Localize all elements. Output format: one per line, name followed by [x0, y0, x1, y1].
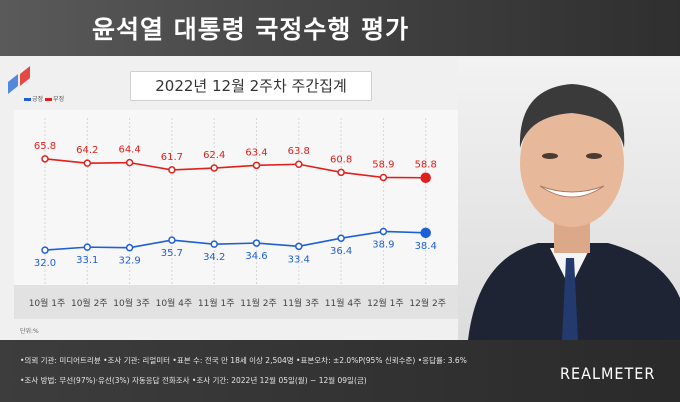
data-label: 38.9 — [372, 239, 394, 250]
data-point — [125, 158, 134, 167]
legend-negative-swatch — [45, 98, 53, 101]
data-point — [379, 173, 388, 182]
series-line-positive — [44, 230, 426, 251]
data-label: 64.2 — [76, 145, 98, 156]
data-point — [252, 161, 261, 170]
x-tick-label: 10월 1주 — [29, 297, 66, 309]
data-point — [337, 234, 345, 242]
x-tick-label: 10월 4주 — [156, 297, 193, 309]
data-label: 34.6 — [245, 251, 267, 262]
data-point — [210, 164, 218, 172]
data-point — [252, 239, 261, 247]
data-point — [168, 166, 176, 174]
legend-negative-label: 부정 — [53, 96, 65, 103]
x-tick-label: 11월 1주 — [198, 297, 235, 309]
flag-emblem — [6, 60, 32, 100]
data-point — [125, 243, 134, 252]
data-label: 63.4 — [245, 147, 267, 158]
series-line-negative — [44, 158, 426, 179]
data-label: 63.8 — [288, 146, 310, 157]
data-label: 33.1 — [76, 255, 98, 266]
data-label: 61.7 — [161, 152, 183, 163]
unit-label: 단위:% — [20, 328, 39, 335]
header-banner: 윤석열 대통령 국정수행 평가 — [0, 0, 680, 56]
data-point — [295, 160, 303, 168]
x-tick-label: 11월 2주 — [240, 297, 277, 309]
data-label: 65.8 — [34, 141, 56, 152]
page-title: 윤석열 대통령 국정수행 평가 — [92, 15, 410, 44]
data-label: 36.4 — [330, 246, 352, 257]
x-tick-label: 10월 2주 — [71, 297, 108, 309]
data-label: 33.4 — [288, 254, 310, 265]
x-tick-label: 11월 3주 — [282, 297, 319, 309]
chart-legend: 긍정 부정 — [22, 94, 64, 103]
data-point — [295, 242, 303, 251]
data-point — [420, 227, 431, 239]
data-point — [210, 240, 218, 248]
data-label: 35.7 — [161, 248, 183, 259]
x-tick-label: 12월 2주 — [409, 297, 446, 309]
data-label: 38.4 — [415, 241, 437, 252]
x-axis-band — [14, 285, 470, 319]
data-point — [83, 243, 92, 251]
footer-method-info: •조사 방법: 무선(97%)·유선(3%) 자동응답 전화조사 •조사 기간:… — [20, 376, 367, 385]
x-tick-label: 10월 3주 — [113, 297, 150, 309]
footer-survey-info: •의뢰 기관: 미디어트리뷴 •조사 기관: 리얼미터 •표본 수: 전국 만 … — [20, 356, 467, 365]
data-point — [41, 246, 49, 254]
data-point — [337, 168, 345, 177]
data-label: 64.4 — [118, 145, 140, 156]
data-label: 60.8 — [330, 154, 352, 165]
legend-positive-label: 긍정 — [32, 96, 44, 103]
brand-logo: REALMETER — [560, 364, 656, 383]
chart-subtitle: 2022년 12월 2주차 주간집계 — [130, 71, 372, 101]
data-label: 34.2 — [203, 252, 225, 263]
data-label: 58.8 — [415, 160, 437, 171]
data-point — [379, 227, 388, 236]
data-point — [83, 159, 92, 167]
data-label: 58.9 — [372, 159, 394, 170]
data-label: 62.4 — [203, 150, 225, 161]
x-tick-label: 11월 4주 — [325, 297, 362, 309]
data-label: 32.9 — [118, 256, 140, 267]
president-photo — [458, 58, 680, 340]
footer-bar: •의뢰 기관: 미디어트리뷴 •조사 기관: 리얼미터 •표본 수: 전국 만 … — [0, 340, 680, 402]
data-point — [420, 172, 431, 183]
data-point — [41, 155, 49, 163]
data-label: 32.0 — [34, 258, 56, 269]
legend-positive-swatch — [24, 98, 31, 101]
line-chart: 65.8 64.2 64.4 61.7 62.4 63.4 63.8 60.8 58.9 58.8… — [14, 110, 470, 319]
data-point — [168, 236, 176, 244]
x-tick-label: 12월 1주 — [367, 297, 404, 309]
plot-panel — [14, 110, 470, 285]
